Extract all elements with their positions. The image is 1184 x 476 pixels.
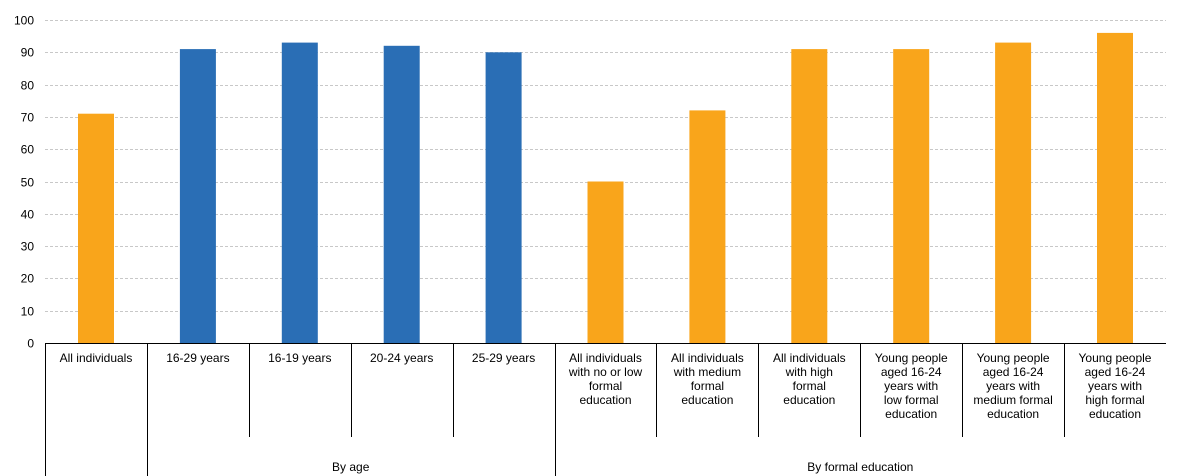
bar xyxy=(383,45,420,344)
category-label: Young people xyxy=(1079,351,1152,365)
y-tick-label: 40 xyxy=(21,208,35,222)
category-label: education xyxy=(885,407,937,421)
bar xyxy=(893,49,930,343)
category-label: years with xyxy=(1088,379,1142,393)
bars xyxy=(78,32,1133,344)
category-label: formal xyxy=(793,379,826,393)
category-label: All individuals xyxy=(569,351,642,365)
y-tick-label: 0 xyxy=(27,337,34,351)
y-tick-label: 20 xyxy=(21,272,35,286)
bar xyxy=(587,181,624,343)
category-label: education xyxy=(987,407,1039,421)
category-label: low formal xyxy=(884,393,939,407)
category-label: with high xyxy=(785,365,833,379)
category-label: education xyxy=(783,393,835,407)
category-label: education xyxy=(681,393,733,407)
category-label: aged 16-24 xyxy=(983,365,1044,379)
category-label: education xyxy=(579,393,631,407)
category-label: 16-29 years xyxy=(166,351,229,365)
category-label: All individuals xyxy=(773,351,846,365)
y-tick-label: 10 xyxy=(21,305,35,319)
category-label: with no or low xyxy=(568,365,643,379)
category-label: 25-29 years xyxy=(472,351,535,365)
bar xyxy=(689,110,726,344)
category-label: All individuals xyxy=(60,351,133,365)
category-label: Young people xyxy=(875,351,948,365)
bar xyxy=(179,49,216,343)
bar xyxy=(78,113,114,343)
y-axis: 0 10 20 30 40 50 60 70 80 90 100 xyxy=(14,14,34,351)
y-tick-label: 60 xyxy=(21,143,35,157)
category-label: years with xyxy=(884,379,938,393)
category-label: formal xyxy=(589,379,622,393)
bar xyxy=(1097,32,1133,344)
bar xyxy=(791,49,828,343)
category-label: medium formal xyxy=(973,393,1052,407)
category-label: education xyxy=(1089,407,1141,421)
category-label: aged 16-24 xyxy=(881,365,942,379)
y-tick-label: 70 xyxy=(21,111,35,125)
y-tick-label: 30 xyxy=(21,240,35,254)
x-axis: All individuals 16-29 years 16-19 years 20-… xyxy=(45,343,1166,476)
group-label: By formal education xyxy=(807,460,913,474)
bar xyxy=(281,42,318,343)
y-tick-label: 90 xyxy=(21,46,35,60)
group-label: By age xyxy=(332,460,370,474)
y-tick-label: 50 xyxy=(21,176,35,190)
bar xyxy=(485,52,522,344)
category-label: Young people xyxy=(977,351,1050,365)
category-label: with medium xyxy=(673,365,741,379)
category-label: 16-19 years xyxy=(268,351,331,365)
y-tick-label: 80 xyxy=(21,79,35,93)
category-label: formal xyxy=(691,379,724,393)
category-label: 20-24 years xyxy=(370,351,433,365)
y-tick-label: 100 xyxy=(14,14,34,28)
category-label: aged 16-24 xyxy=(1085,365,1146,379)
category-label: All individuals xyxy=(671,351,744,365)
category-label: years with xyxy=(986,379,1040,393)
bar xyxy=(995,42,1032,343)
category-label: high formal xyxy=(1085,393,1144,407)
